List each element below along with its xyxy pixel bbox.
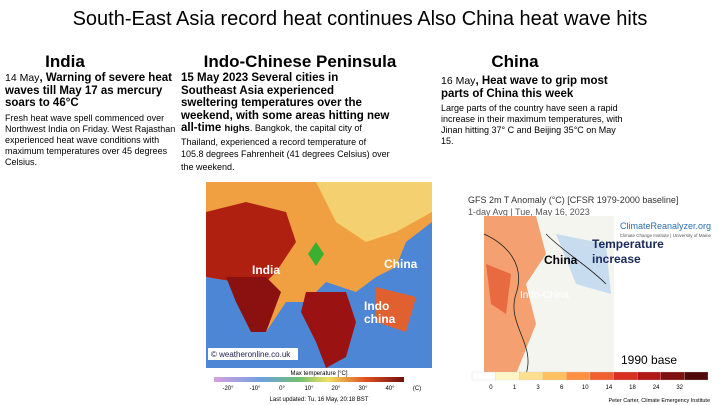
credit: Peter Carter, Climate Emergency Institut… xyxy=(609,398,710,404)
coastline xyxy=(483,233,607,375)
colorbar-cell xyxy=(589,371,614,381)
heading: India xyxy=(45,52,85,71)
legend-title: Max temperature [°C] xyxy=(290,371,347,377)
credit-box xyxy=(208,348,298,360)
body: Large parts of the country have seen a r… xyxy=(441,103,623,146)
colorbar-cell xyxy=(495,371,520,381)
legend-bg xyxy=(206,368,432,404)
warm xyxy=(486,264,511,314)
brand-sub: Climate Change Institute | University of… xyxy=(620,233,712,238)
map-credit: © weatheronline.co.uk xyxy=(211,350,291,359)
column: 15 May 2023 Several cities in Southeast … xyxy=(181,72,391,173)
lead: 16 May xyxy=(441,75,476,87)
colorbar-cell xyxy=(566,371,591,381)
colorbar-cell xyxy=(637,371,661,381)
warm xyxy=(484,216,546,374)
lead-bold: highs xyxy=(224,123,250,134)
tick-label: 10 xyxy=(582,385,589,391)
map-label: China xyxy=(544,253,578,267)
map-title: GFS 2m T Anomaly (°C) [CFSR 1979-2000 ba… xyxy=(468,195,678,205)
colorbar-cell xyxy=(660,371,685,381)
tick-label: 3 xyxy=(536,385,540,391)
column: 16 May, Heat wave to grip most parts of … xyxy=(441,75,626,147)
body: Fresh heat wave spell commenced over Nor… xyxy=(5,112,176,167)
lead: 14 May xyxy=(5,72,40,84)
brand: ClimateReanalyzer.org xyxy=(620,221,711,231)
lead-bold: , Heat wave to grip most parts of China … xyxy=(441,75,608,100)
lead-bold: , Warning of severe heat waves till May … xyxy=(5,72,172,109)
tick-label: 20° xyxy=(331,386,341,392)
tick-label: 10° xyxy=(304,386,314,392)
land xyxy=(308,242,324,266)
map-label: Indo china xyxy=(364,299,396,326)
cool xyxy=(556,234,611,294)
map-subtitle: 1-day Avg | Tue, May 16, 2023 xyxy=(468,207,590,217)
land xyxy=(376,287,416,332)
slide-title: South-East Asia record heat continues Al… xyxy=(72,8,648,30)
ticks: 0 1 3 6 10 14 18 24 32 xyxy=(471,371,709,391)
colorbar-cell xyxy=(471,371,496,381)
tick-label: 0° xyxy=(279,386,285,392)
map-label: Temperature increase xyxy=(592,237,664,266)
colorbar xyxy=(214,377,404,382)
tick-label: 32 xyxy=(676,385,683,391)
land xyxy=(316,182,432,242)
map-label: Indo-China xyxy=(520,290,569,301)
heading: China xyxy=(491,52,539,71)
tick-label: 6 xyxy=(560,385,564,391)
tick-label: -20° xyxy=(222,386,234,392)
tick-label: -10° xyxy=(249,386,261,392)
column: 14 May, Warning of severe heat waves til… xyxy=(5,72,195,168)
tick-label: 40° xyxy=(385,386,395,392)
heading: Indo-Chinese Peninsula xyxy=(203,52,397,71)
tick-label: 1 xyxy=(513,385,517,391)
colorbar-cell xyxy=(613,371,638,381)
tick-label: 0 xyxy=(489,385,493,391)
body: . Bangkok, the capital city of Thailand,… xyxy=(181,123,390,172)
ticks: -20° -10° 0° 10° 20° 30° 40° (C) xyxy=(222,386,421,392)
tick-label: (C) xyxy=(413,386,421,392)
map-heat: India China Indo china © weatheronline.co… xyxy=(206,182,432,404)
tick-label: 30° xyxy=(358,386,368,392)
colorbar-cell xyxy=(684,371,709,381)
colorbar-cell xyxy=(519,371,543,381)
legend-updated: Last updated: Tu, 16 May, 20:18 BST xyxy=(270,397,369,403)
tick-label: 14 xyxy=(606,385,613,391)
lead-bold: 15 May 2023 Several cities in Southeast … xyxy=(181,72,390,134)
map-label: China xyxy=(384,257,418,271)
land xyxy=(301,292,356,368)
tick-label: 24 xyxy=(653,385,660,391)
colorbar-cell xyxy=(542,371,567,381)
map-label: India xyxy=(252,263,280,277)
tick-label: 18 xyxy=(629,385,636,391)
land xyxy=(226,277,281,332)
map-note: 1990 base xyxy=(621,353,677,367)
map-anomaly: GFS 2m T Anomaly (°C) [CFSR 1979-2000 ba… xyxy=(468,195,712,404)
